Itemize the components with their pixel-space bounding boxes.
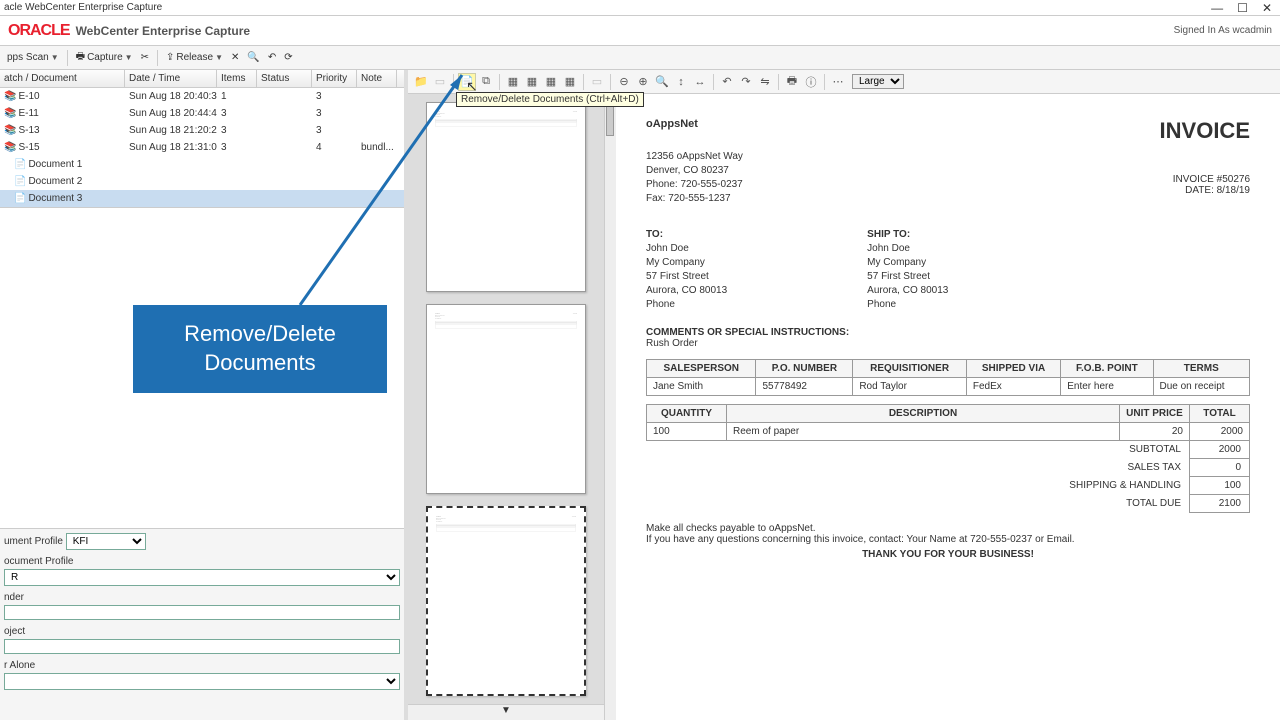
document-view: oAppsNet 12356 oAppsNet WayDenver, CO 80…: [616, 94, 1280, 720]
subject-input[interactable]: [4, 639, 400, 654]
fit-width-icon[interactable]: ↔: [691, 73, 709, 91]
vendor-label: nder: [4, 592, 400, 603]
close-icon[interactable]: ✕: [1262, 1, 1272, 15]
zoom-in-icon[interactable]: ⊕: [634, 73, 652, 91]
delete-page-icon[interactable]: ▦: [561, 73, 579, 91]
invoice-company: oAppsNet: [646, 118, 698, 130]
document-toolbar: 📁 ▭ 📄 ⧉ ▦ ▦ ▦ ▦ ▭ ⊖ ⊕ 🔍 ↕ ↔ ↶ ↷ ⇋ 🖶 ⓘ: [408, 70, 1280, 94]
thumbnail-scrollbar[interactable]: [604, 94, 616, 720]
info-icon[interactable]: ⓘ: [802, 73, 820, 91]
rotate-right-icon[interactable]: ↷: [737, 73, 755, 91]
flip-icon[interactable]: ⇋: [756, 73, 774, 91]
zoom-select[interactable]: Large: [852, 74, 904, 89]
footer-note-2: If you have any questions concerning thi…: [646, 534, 1250, 545]
vendor-input[interactable]: [4, 605, 400, 620]
zoom-icon[interactable]: 🔍: [653, 73, 671, 91]
thumbnail-scroll-down[interactable]: ▼: [408, 704, 604, 720]
ship-label: SHIP TO:: [867, 229, 910, 240]
append-page-icon[interactable]: ▦: [523, 73, 541, 91]
replace-page-icon[interactable]: ▦: [542, 73, 560, 91]
cursor-icon: ↖: [466, 78, 478, 95]
fit-height-icon[interactable]: ↕: [672, 73, 690, 91]
rotate-left-icon[interactable]: ↶: [718, 73, 736, 91]
invoice-date: DATE: 8/18/19: [1160, 185, 1250, 196]
subject-label: oject: [4, 626, 400, 637]
tooltip: Remove/Delete Documents (Ctrl+Alt+D): [456, 92, 644, 107]
footer-note-1: Make all checks payable to oAppsNet.: [646, 523, 1250, 534]
right-panel: 📁 ▭ 📄 ⧉ ▦ ▦ ▦ ▦ ▭ ⊖ ⊕ 🔍 ↕ ↔ ↶ ↷ ⇋ 🖶 ⓘ: [408, 70, 1280, 720]
invoice-number: INVOICE #50276: [1160, 174, 1250, 185]
maximize-icon[interactable]: ☐: [1237, 1, 1248, 15]
callout-box: Remove/DeleteDocuments: [133, 305, 387, 393]
zoom-out-icon[interactable]: ⊖: [615, 73, 633, 91]
thank-you: THANK YOU FOR YOUR BUSINESS!: [646, 549, 1250, 560]
alone-select[interactable]: [4, 673, 400, 690]
invoice-table-1: SALESPERSONP.O. NUMBERREQUISITIONERSHIPP…: [646, 359, 1250, 396]
to-label: TO:: [646, 229, 663, 240]
more-icon[interactable]: ⋯: [829, 73, 847, 91]
signin-status: Signed In As wcadmin: [1174, 25, 1272, 36]
print-icon[interactable]: 🖶: [783, 73, 801, 91]
invoice-table-2: QUANTITYDESCRIPTIONUNIT PRICETOTAL100Ree…: [646, 404, 1250, 441]
docprofile-select[interactable]: R: [4, 569, 400, 586]
comments-text: Rush Order: [646, 338, 1250, 349]
cut-page-icon: ▭: [588, 73, 606, 91]
comments-label: COMMENTS OR SPECIAL INSTRUCTIONS:: [646, 327, 849, 338]
totals-table: SUBTOTAL2000SALES TAX0SHIPPING & HANDLIN…: [1061, 440, 1250, 513]
alone-label: r Alone: [4, 660, 400, 671]
profile-label: ument Profile: [4, 536, 63, 547]
insert-page-icon[interactable]: ▦: [504, 73, 522, 91]
metadata-panel: ument Profile KFI ocument Profile R nder…: [0, 528, 404, 720]
thumbnail-3[interactable]: oAppsNetINVOICE12356 oAppsNet WayDenver …: [426, 506, 586, 696]
minimize-icon[interactable]: —: [1211, 1, 1223, 15]
invoice-title: INVOICE: [1160, 118, 1250, 144]
profile-select[interactable]: KFI: [66, 533, 146, 550]
docprofile-label: ocument Profile: [4, 556, 400, 567]
